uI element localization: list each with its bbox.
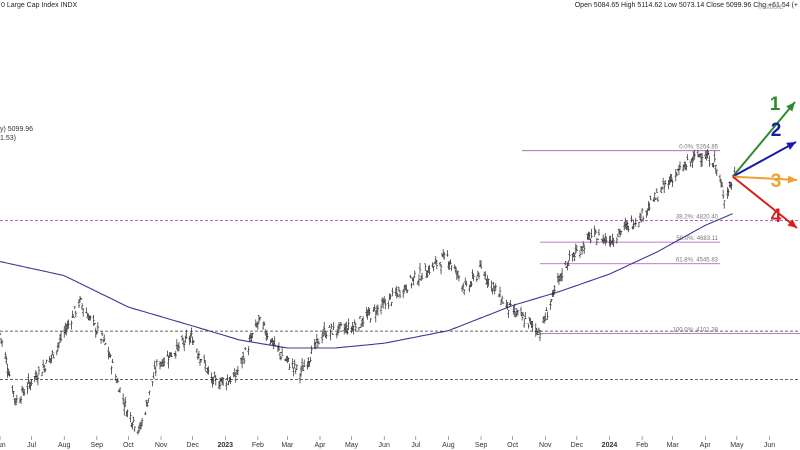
x-axis: Jun Jul Aug Sep Oct Nov Dec 2023 Feb Mar Apr May Jun… [0, 436, 775, 449]
scenario-arrow-1 [731, 101, 796, 178]
fib-label: 0.0%: 5264.85 [679, 145, 718, 151]
x-tick-label: Sep [91, 442, 104, 449]
scenario-arrow-4 [732, 175, 798, 229]
index-title: 0 Large Cap Index INDX [1, 2, 78, 9]
x-tick-label: Jul [411, 442, 420, 449]
x-tick-label: Aug [442, 442, 455, 449]
scenario-arrow-2 [732, 141, 797, 178]
fib-label: 38.2%: 4820.40 [676, 215, 719, 221]
x-tick-label: Feb [636, 442, 648, 449]
fib-label: 100.0%: 4101.38 [673, 328, 719, 334]
watermark: © StockC [758, 4, 784, 11]
price-label: y) 5099.96 [0, 126, 33, 133]
x-tick-label: May [345, 442, 359, 449]
moving-average [0, 213, 733, 349]
x-tick-label: Nov [539, 442, 552, 449]
x-tick-label: Nov [155, 442, 168, 449]
scenario-arrowhead-4 [787, 219, 797, 228]
x-tick-label: Jun [379, 442, 390, 449]
scenario-arrowhead-2 [786, 142, 796, 150]
x-tick-label: Apr [700, 442, 712, 449]
x-tick-label: Mar [667, 442, 680, 449]
x-tick-label: Oct [123, 442, 134, 449]
price-bars [0, 149, 736, 435]
scenario-arrow-3 [732, 175, 798, 181]
scenario-arrowhead-1 [786, 102, 795, 112]
x-tick-label: Oct [507, 442, 518, 449]
scenario-number-3: 3 [771, 171, 782, 192]
scenario-arrows: 1 2 3 4 [731, 94, 798, 229]
scenario-number-1: 1 [770, 94, 781, 115]
x-tick-label: Jun [764, 442, 775, 449]
scenario-number-4: 4 [771, 206, 782, 227]
fib-label: 50.0%: 4683.11 [676, 236, 718, 242]
x-tick-label: Mar [281, 442, 294, 449]
ma-line [0, 213, 733, 349]
scenario-number-2: 2 [771, 120, 782, 141]
x-tick-label: Dec [571, 442, 584, 449]
fib-label: 61.8%: 4545.83 [676, 258, 719, 264]
x-tick-label: 2024 [602, 442, 618, 449]
x-tick-label: Jun [0, 442, 6, 449]
x-tick-label: Apr [315, 442, 327, 449]
scenario-arrowhead-3 [787, 175, 797, 184]
x-tick-label: Aug [58, 442, 71, 449]
x-tick-label: Sep [475, 442, 488, 449]
support-levels [0, 330, 800, 380]
x-tick-label: 2023 [217, 442, 233, 449]
x-tick-label: May [730, 442, 744, 449]
fibonacci-retracement: 0.0%: 5264.85 38.2%: 4820.40 50.0%: 4683.1… [0, 145, 800, 334]
sub-label: 1.53) [0, 135, 16, 142]
x-tick-label: Feb [252, 442, 264, 449]
x-tick-label: Dec [186, 442, 199, 449]
x-tick-label: Jul [27, 442, 36, 449]
ohlc-readout: Open 5084.65 High 5114.62 Low 5073.14 Cl… [574, 2, 798, 9]
